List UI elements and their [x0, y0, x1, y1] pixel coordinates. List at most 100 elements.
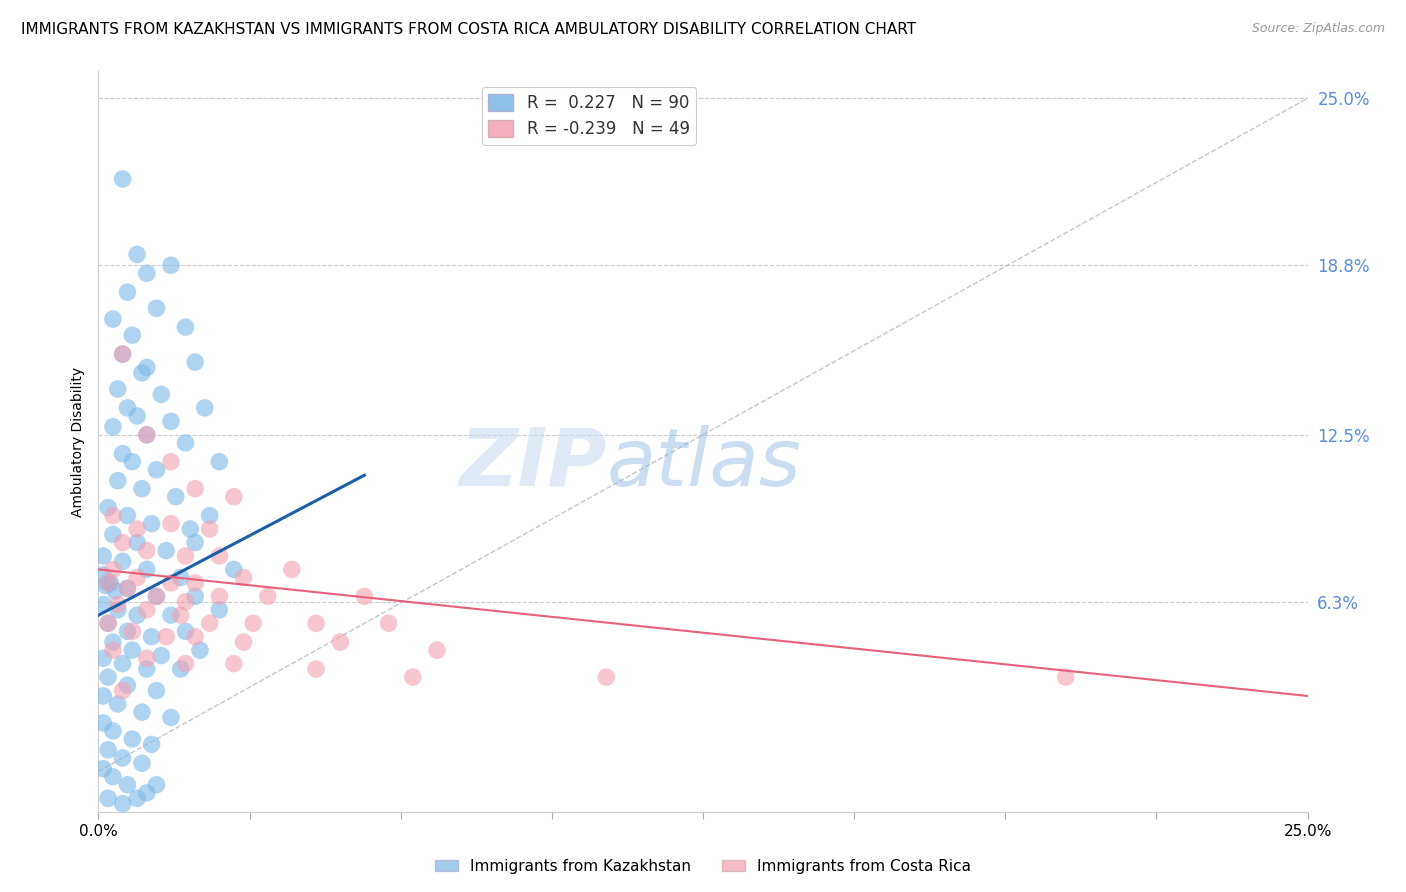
Point [174, 320, 197, 334]
Point [111, 797, 134, 811]
Point [101, 770, 124, 784]
Point [91, 689, 114, 703]
Point [160, 455, 183, 469]
Point [135, 603, 157, 617]
Point [135, 360, 157, 375]
Point [160, 516, 183, 531]
Point [117, 508, 139, 523]
Point [208, 549, 231, 563]
Point [97, 575, 120, 590]
Text: ZIP: ZIP [458, 425, 606, 503]
Point [117, 778, 139, 792]
Point [179, 522, 201, 536]
Point [184, 535, 207, 549]
Point [101, 312, 124, 326]
Point [101, 635, 124, 649]
Point [117, 401, 139, 415]
Point [155, 630, 177, 644]
Point [194, 401, 217, 415]
Point [91, 549, 114, 563]
Point [135, 651, 157, 665]
Point [141, 516, 163, 531]
Point [97, 616, 120, 631]
Y-axis label: Ambulatory Disability: Ambulatory Disability [70, 367, 84, 516]
Point [91, 762, 114, 776]
Point [145, 590, 167, 604]
Point [101, 562, 124, 576]
Point [100, 575, 122, 590]
Point [222, 490, 245, 504]
Point [256, 590, 278, 604]
Point [281, 562, 304, 576]
Point [222, 562, 245, 576]
Point [222, 657, 245, 671]
Point [1054, 670, 1077, 684]
Point [111, 751, 134, 765]
Legend: R =  0.227   N = 90, R = -0.239   N = 49: R = 0.227 N = 90, R = -0.239 N = 49 [482, 87, 696, 145]
Point [402, 670, 425, 684]
Point [101, 508, 124, 523]
Point [135, 562, 157, 576]
Point [91, 567, 114, 582]
Point [107, 598, 129, 612]
Point [117, 581, 139, 595]
Text: IMMIGRANTS FROM KAZAKHSTAN VS IMMIGRANTS FROM COSTA RICA AMBULATORY DISABILITY C: IMMIGRANTS FROM KAZAKHSTAN VS IMMIGRANTS… [21, 22, 917, 37]
Point [117, 678, 139, 692]
Point [107, 382, 129, 396]
Point [117, 285, 139, 299]
Point [198, 508, 221, 523]
Point [97, 670, 120, 684]
Point [111, 172, 134, 186]
Text: Source: ZipAtlas.com: Source: ZipAtlas.com [1251, 22, 1385, 36]
Point [169, 608, 191, 623]
Point [150, 387, 173, 401]
Point [121, 455, 143, 469]
Point [208, 455, 231, 469]
Point [198, 522, 221, 536]
Point [111, 347, 134, 361]
Point [353, 590, 375, 604]
Point [121, 643, 143, 657]
Point [208, 603, 231, 617]
Point [101, 643, 124, 657]
Point [174, 436, 197, 450]
Point [174, 624, 197, 639]
Point [145, 683, 167, 698]
Text: atlas: atlas [606, 425, 801, 503]
Point [121, 624, 143, 639]
Point [91, 598, 114, 612]
Point [94, 578, 117, 592]
Point [127, 247, 149, 261]
Point [97, 575, 120, 590]
Point [141, 738, 163, 752]
Point [127, 608, 149, 623]
Point [97, 791, 120, 805]
Point [329, 635, 352, 649]
Point [426, 643, 449, 657]
Point [184, 630, 207, 644]
Point [101, 723, 124, 738]
Point [184, 482, 207, 496]
Point [232, 635, 254, 649]
Point [117, 624, 139, 639]
Point [121, 328, 143, 343]
Point [174, 595, 197, 609]
Point [595, 670, 617, 684]
Point [242, 616, 264, 631]
Point [127, 409, 149, 423]
Point [145, 301, 167, 316]
Point [91, 651, 114, 665]
Point [131, 366, 153, 380]
Point [145, 463, 167, 477]
Point [91, 715, 114, 730]
Point [377, 616, 399, 631]
Point [127, 522, 149, 536]
Point [111, 554, 134, 568]
Point [160, 608, 183, 623]
Point [117, 581, 139, 595]
Point [305, 616, 328, 631]
Point [135, 786, 157, 800]
Point [150, 648, 173, 663]
Point [135, 427, 157, 442]
Point [135, 266, 157, 280]
